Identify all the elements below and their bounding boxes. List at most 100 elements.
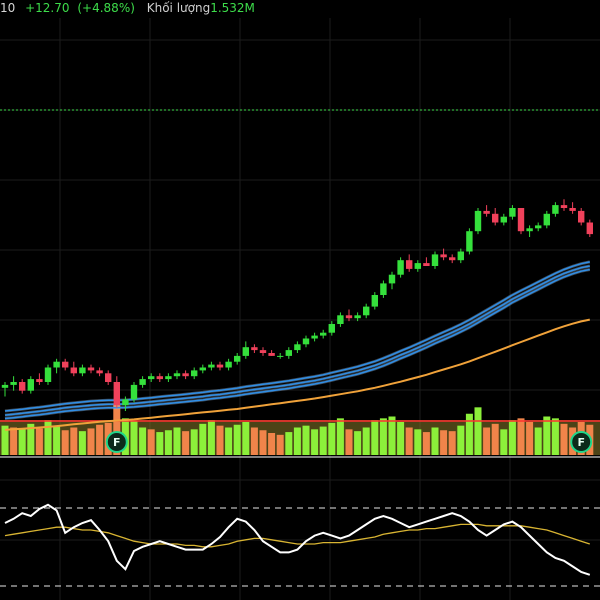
candle-down [113, 382, 120, 406]
candle-down [449, 257, 456, 261]
volume-bar [293, 427, 301, 455]
candle-up [130, 384, 138, 400]
candle-up [543, 213, 550, 226]
last-price-fragment: 10 [0, 1, 16, 15]
volume-bar [199, 423, 207, 455]
volume-bar [18, 429, 26, 455]
candle-up [79, 367, 86, 374]
candle-down [578, 210, 585, 223]
volume-bar [440, 430, 448, 455]
volume-bar [543, 416, 551, 455]
candle-down [62, 361, 69, 368]
candle-up [53, 361, 60, 368]
volume-bar [225, 427, 233, 455]
volume-bar [551, 418, 559, 455]
volume-bar [276, 434, 284, 455]
candle-up [431, 254, 439, 266]
volume-bar [311, 429, 319, 455]
candle-down [96, 370, 103, 374]
volume-bar [216, 425, 224, 455]
volume-bar [354, 431, 362, 455]
volume-bar [508, 420, 516, 455]
grid [0, 18, 600, 600]
volume-bar [285, 432, 293, 455]
volume-bar [268, 433, 276, 455]
volume-bar [44, 420, 52, 455]
event-marker-circle [570, 431, 593, 453]
volume-bar [250, 427, 258, 455]
volume-bar [147, 429, 155, 455]
candle-down [87, 367, 95, 371]
volume-bar [27, 423, 35, 455]
candle-down [440, 254, 447, 258]
candle-up [139, 379, 146, 385]
candle-up [225, 361, 232, 368]
candle-down [156, 376, 163, 380]
volume-bar [448, 431, 456, 455]
volume-bar [379, 418, 387, 455]
candle-down [216, 364, 224, 368]
price-change: +12.70 [25, 1, 70, 15]
ma-fast-glow [4, 264, 591, 417]
volume-bar [560, 423, 568, 455]
volume-bar [173, 427, 181, 455]
candle-down [182, 373, 189, 377]
candle-up [371, 295, 378, 307]
ma-fast-glow [4, 260, 591, 413]
volume-bar [53, 426, 61, 455]
volume-bar [526, 422, 534, 455]
volume-bar [61, 430, 69, 455]
volume-bar [96, 424, 104, 455]
volume-bar [207, 420, 215, 455]
candle-up [173, 373, 181, 377]
event-marker-label: F [577, 436, 585, 449]
legend-header: 10 +12.70 (+4.88%) Khối lượng1.532M [0, 0, 255, 16]
volume-bar [483, 427, 491, 455]
candle-down [70, 367, 77, 374]
candle-up [165, 376, 172, 380]
candle-up [1, 384, 9, 388]
volume-bar [233, 424, 241, 455]
candle-up [535, 225, 542, 229]
ma-fast-line [4, 268, 590, 420]
volume-bar [35, 428, 43, 455]
candle-down [19, 382, 26, 391]
candle-up [294, 344, 301, 351]
volume-bar [70, 427, 78, 455]
volume-bar [465, 413, 473, 455]
candle-up [457, 251, 464, 261]
candle-up [242, 347, 249, 356]
candle-up [27, 379, 34, 391]
candle-up [337, 315, 344, 324]
candle-up [191, 370, 198, 377]
volume-bar [405, 427, 413, 455]
candle-down [569, 208, 576, 211]
volume-bar [371, 420, 379, 455]
candle-down [492, 213, 499, 223]
volume-bar [397, 422, 405, 455]
volume-bar [431, 427, 439, 455]
volume-bar [388, 416, 396, 455]
candle-down [560, 205, 568, 208]
volume-bar [336, 418, 344, 455]
candle-down [517, 208, 525, 232]
volume-bar [457, 425, 465, 455]
volume-bar [474, 407, 482, 455]
ma-fast-line [4, 261, 590, 412]
event-marker-circle [105, 431, 128, 453]
volume-bar [319, 426, 327, 455]
volume-bar [517, 418, 525, 455]
volume-bar [242, 422, 250, 455]
candle-up [397, 260, 404, 275]
oscillator-line [4, 503, 591, 576]
volume-bar [78, 431, 86, 455]
volume-bar [422, 432, 430, 455]
candle-up [328, 324, 335, 333]
volume-bar [113, 404, 121, 455]
candle-up [10, 382, 17, 385]
price-change-percent: (+4.88%) [77, 1, 135, 15]
candle-up [277, 355, 284, 357]
